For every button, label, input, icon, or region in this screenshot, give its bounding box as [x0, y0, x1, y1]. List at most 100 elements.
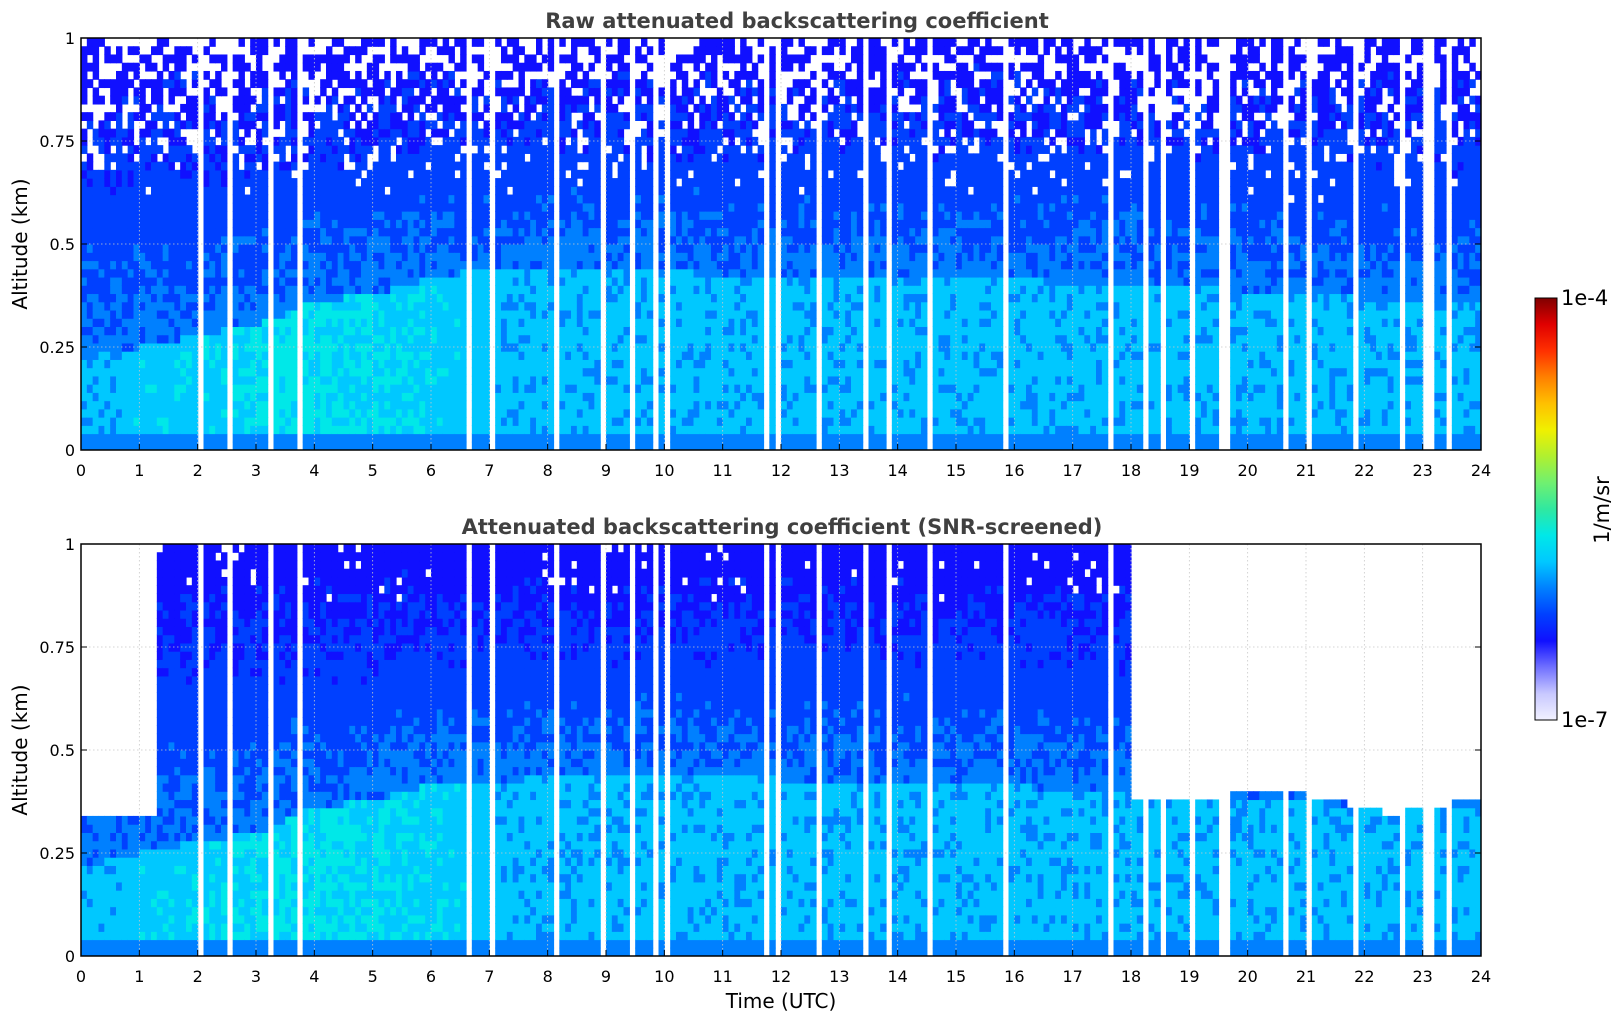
heatmap-cell	[413, 285, 420, 295]
heatmap-cell	[156, 309, 164, 319]
heatmap-cell	[314, 268, 321, 278]
heatmap-cell	[576, 384, 584, 393]
heatmap-cell	[728, 334, 735, 344]
heatmap-cell	[139, 112, 146, 121]
heatmap-cell	[326, 54, 333, 64]
heatmap-cell	[658, 309, 665, 319]
heatmap-cell	[506, 161, 514, 171]
heatmap-cell	[483, 351, 490, 360]
heatmap-cell	[349, 285, 356, 295]
heatmap-cell	[699, 342, 706, 352]
heatmap-cell	[728, 227, 735, 237]
heatmap-cell	[705, 375, 712, 385]
heatmap-cell	[116, 235, 123, 245]
heatmap-cell	[116, 153, 123, 163]
heatmap-cell	[407, 268, 415, 278]
heatmap-cell	[448, 120, 455, 130]
heatmap-cell	[582, 103, 590, 113]
heatmap-cell	[343, 425, 350, 435]
heatmap-cell	[273, 326, 280, 336]
heatmap-cell	[681, 161, 689, 171]
heatmap-cell	[676, 276, 683, 286]
heatmap-cell	[355, 293, 362, 303]
heatmap-cell	[635, 79, 642, 89]
heatmap-cell	[209, 260, 216, 270]
heatmap-cell	[769, 342, 776, 352]
heatmap-cell	[582, 375, 590, 385]
heatmap-cell	[477, 178, 485, 187]
heatmap-cell	[116, 359, 123, 369]
heatmap-cell	[681, 211, 689, 220]
heatmap-cell	[786, 120, 794, 130]
heatmap-cell	[384, 252, 391, 262]
heatmap-cell	[326, 260, 333, 270]
heatmap-cell	[641, 367, 648, 377]
heatmap-cell	[396, 408, 403, 418]
heatmap-cell	[501, 95, 508, 105]
heatmap-cell	[151, 244, 158, 253]
heatmap-cell	[506, 120, 514, 130]
heatmap-cell	[623, 211, 630, 220]
heatmap-cell	[366, 103, 374, 113]
heatmap-cell	[559, 136, 566, 146]
heatmap-cell	[203, 202, 210, 212]
heatmap-cell	[191, 103, 199, 113]
heatmap-cell	[279, 351, 286, 360]
heatmap-cell	[361, 392, 368, 402]
heatmap-cell	[337, 169, 345, 179]
heatmap-cell	[611, 79, 619, 89]
heatmap-cell	[448, 417, 455, 426]
heatmap-cell	[378, 285, 385, 295]
heatmap-cell	[751, 153, 759, 163]
heatmap-cell	[174, 351, 181, 360]
heatmap-cell	[471, 276, 479, 286]
heatmap-cell	[576, 227, 584, 237]
heatmap-cell	[786, 161, 794, 171]
heatmap-cell	[366, 408, 374, 418]
heatmap-cell	[191, 433, 199, 443]
heatmap-cell	[477, 384, 485, 393]
heatmap-cell	[728, 276, 735, 286]
heatmap-cell	[798, 384, 805, 393]
heatmap-cell	[699, 178, 706, 187]
heatmap-cell	[151, 128, 158, 138]
heatmap-cell	[687, 235, 695, 245]
heatmap-cell	[506, 244, 514, 253]
heatmap-cell	[623, 359, 630, 369]
heatmap-cell	[722, 425, 730, 435]
heatmap-cell	[145, 400, 152, 410]
heatmap-cell	[378, 153, 385, 163]
heatmap-cell	[611, 326, 619, 336]
heatmap-cell	[588, 375, 595, 385]
heatmap-cell	[419, 87, 426, 97]
heatmap-cell	[641, 211, 648, 220]
heatmap-cell	[291, 375, 298, 385]
heatmap-cell	[86, 186, 94, 196]
heatmap-cell	[670, 219, 677, 229]
heatmap-cell	[361, 161, 368, 171]
heatmap-cell	[454, 103, 461, 113]
heatmap-cell	[687, 400, 695, 410]
heatmap-cell	[186, 252, 193, 262]
heatmap-cell	[302, 293, 310, 303]
heatmap-cell	[611, 359, 619, 369]
heatmap-cell	[518, 367, 525, 377]
heatmap-cell	[734, 408, 741, 418]
heatmap-cell	[378, 384, 385, 393]
heatmap-cell	[781, 334, 788, 344]
heatmap-cell	[711, 293, 718, 303]
heatmap-cell	[658, 318, 665, 327]
heatmap-cell	[250, 425, 257, 435]
heatmap-cell	[285, 276, 292, 286]
heatmap-cell	[477, 202, 485, 212]
heatmap-cell	[594, 244, 601, 253]
heatmap-cell	[326, 95, 333, 105]
heatmap-cell	[658, 334, 665, 344]
heatmap-cell	[501, 211, 508, 220]
heatmap-cell	[110, 219, 117, 229]
heatmap-cell	[215, 276, 222, 286]
heatmap-cell	[687, 334, 695, 344]
heatmap-cell	[646, 293, 654, 303]
heatmap-cell	[366, 244, 374, 253]
heatmap-cell	[617, 227, 625, 237]
